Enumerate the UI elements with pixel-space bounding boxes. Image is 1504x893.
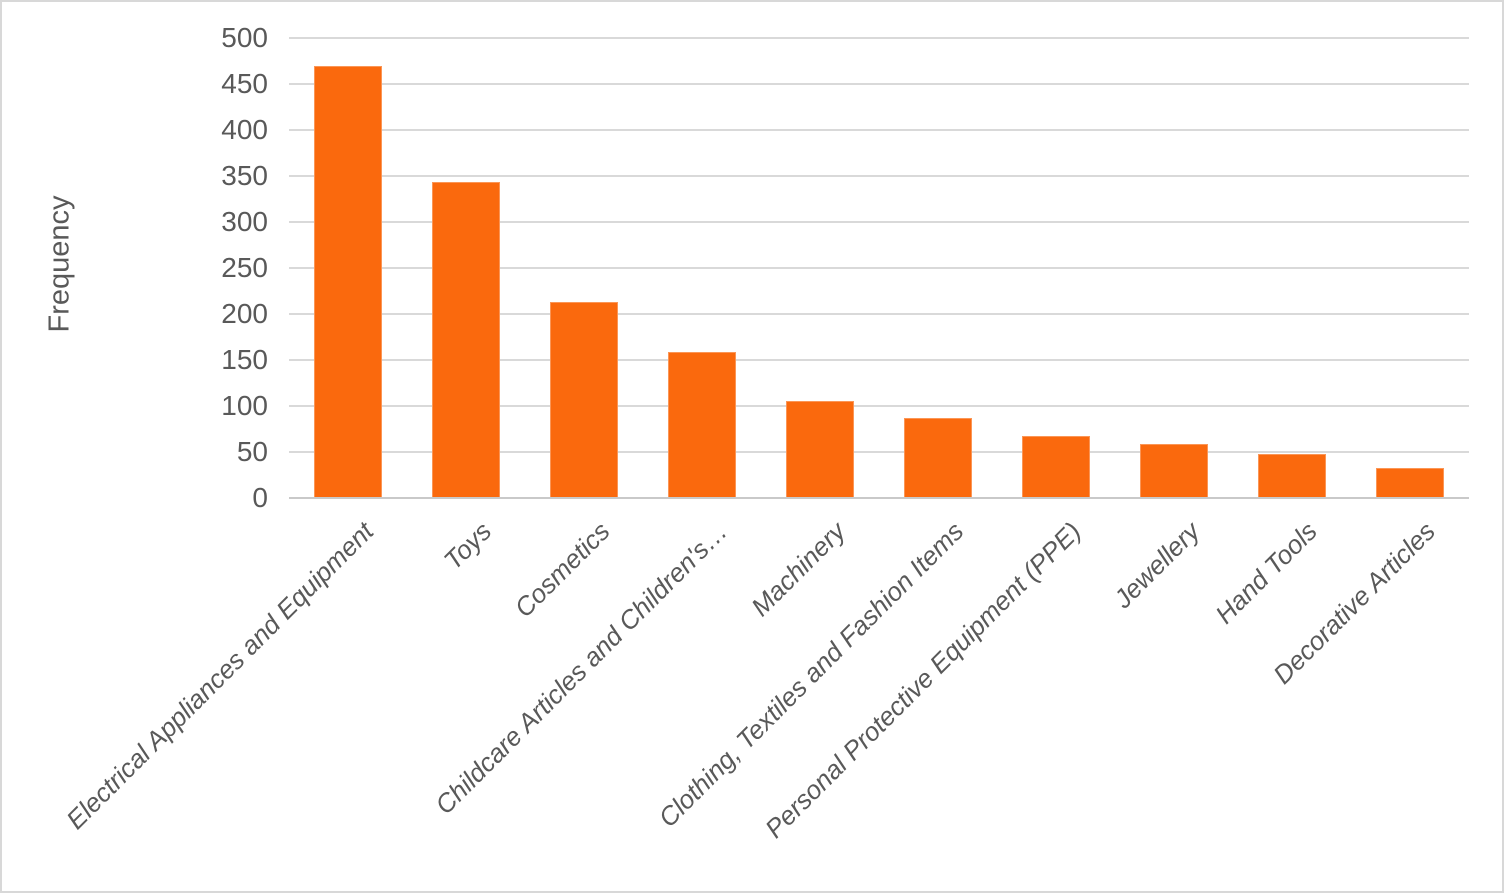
bar-series xyxy=(289,38,1469,498)
bar-slot xyxy=(1233,38,1351,498)
y-tick-label: 450 xyxy=(221,68,268,99)
bar-slot xyxy=(407,38,525,498)
y-tick-label: 100 xyxy=(221,390,268,421)
x-category-label: Electrical Appliances and Equipment xyxy=(60,516,380,835)
y-tick-label: 200 xyxy=(221,298,268,329)
bar-9 xyxy=(1258,453,1326,498)
y-tick-label: 300 xyxy=(221,206,268,237)
y-tick-label: 250 xyxy=(221,252,268,283)
bar-10 xyxy=(1376,467,1444,498)
plot-area xyxy=(289,37,1469,499)
bar-8 xyxy=(1140,443,1208,498)
y-tick-label: 400 xyxy=(221,114,268,145)
bar-slot xyxy=(879,38,997,498)
gridline xyxy=(289,129,1469,131)
gridline xyxy=(289,221,1469,223)
x-category-label: Cosmetics xyxy=(508,516,616,624)
x-axis-category-labels: Electrical Appliances and Equipment Toys C… xyxy=(60,516,1469,891)
bar-4 xyxy=(668,351,736,498)
y-axis-tick-labels: 0 50 100 150 200 250 300 350 400 450 500 xyxy=(2,22,270,513)
bar-slot xyxy=(761,38,879,498)
gridline xyxy=(289,37,1469,39)
bar-slot xyxy=(1351,38,1469,498)
x-category-label: Hand Tools xyxy=(1209,516,1324,630)
bar-7 xyxy=(1022,436,1090,498)
x-axis-line xyxy=(289,497,1469,499)
bar-slot xyxy=(289,38,407,498)
bar-5 xyxy=(786,401,854,498)
x-category-label: Jewellery xyxy=(1107,516,1206,614)
bar-6 xyxy=(904,417,972,498)
y-tick-label: 350 xyxy=(221,160,268,191)
x-category-label: Toys xyxy=(437,516,498,576)
y-tick-label: 50 xyxy=(236,436,268,467)
bar-slot xyxy=(1115,38,1233,498)
bar-slot xyxy=(525,38,643,498)
x-category-label: Machinery xyxy=(745,516,852,623)
gridline xyxy=(289,83,1469,85)
bar-slot xyxy=(643,38,761,498)
gridline xyxy=(289,359,1469,361)
gridline xyxy=(289,175,1469,177)
bar-slot xyxy=(997,38,1115,498)
bar-1 xyxy=(314,65,382,498)
gridline xyxy=(289,405,1469,407)
gridline xyxy=(289,267,1469,269)
gridline xyxy=(289,313,1469,315)
y-tick-label: 150 xyxy=(221,344,268,375)
bar-3 xyxy=(550,302,618,498)
gridline xyxy=(289,451,1469,453)
bar-2 xyxy=(432,181,500,498)
y-tick-label: 0 xyxy=(252,482,268,513)
y-tick-label: 500 xyxy=(221,22,268,53)
